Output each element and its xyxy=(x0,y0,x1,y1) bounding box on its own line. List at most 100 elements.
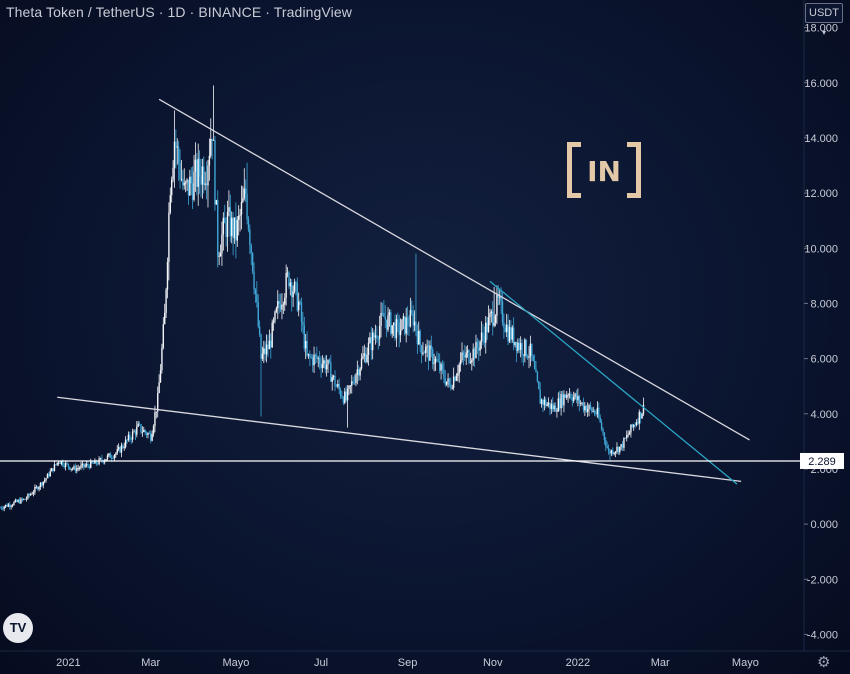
candle-body xyxy=(437,360,439,362)
candle-body xyxy=(228,207,230,212)
gear-icon[interactable]: ⚙ xyxy=(817,654,831,671)
candle-body xyxy=(490,311,493,314)
candle-body xyxy=(436,358,438,361)
candle-body xyxy=(138,423,141,425)
candle-body xyxy=(366,355,368,363)
candle-body xyxy=(337,384,339,387)
candle-body xyxy=(606,446,608,448)
candle-body xyxy=(356,369,359,375)
candle-body xyxy=(473,348,476,359)
candle-body xyxy=(189,176,191,196)
candle-body xyxy=(567,395,569,396)
candle-body xyxy=(328,359,331,363)
candle-body xyxy=(547,402,550,405)
candle-body xyxy=(115,453,117,455)
candle-body xyxy=(244,188,247,195)
candle-body xyxy=(346,389,349,401)
candle-body xyxy=(464,354,466,358)
candle-body xyxy=(42,481,44,486)
x-tick-label: 2021 xyxy=(56,657,80,669)
y-tick-label: -4.000 xyxy=(807,629,838,641)
candle-body xyxy=(334,375,336,387)
candle-body xyxy=(172,167,174,180)
candle-body xyxy=(300,302,303,322)
candle-body xyxy=(279,304,282,310)
candle-body xyxy=(150,433,152,441)
candle-body xyxy=(175,141,177,148)
candle-body xyxy=(584,406,586,411)
candle-body xyxy=(591,407,593,412)
candle-body xyxy=(87,463,89,466)
candle-body xyxy=(250,245,252,254)
candle-body xyxy=(466,350,469,353)
x-axis: 2021 Mar Mayo Jul Sep Nov 2022 Mar Mayo xyxy=(56,657,759,669)
candle-body xyxy=(24,498,26,500)
candle-body xyxy=(43,480,46,482)
candle-body xyxy=(295,281,297,284)
last-price-box xyxy=(800,452,844,469)
candle-body xyxy=(246,194,248,220)
candle-body xyxy=(614,451,617,453)
candle-body xyxy=(370,337,372,351)
candle-body xyxy=(31,493,33,495)
candle-body xyxy=(95,460,98,464)
y-axis: 18.000 16.000 14.000 12.000 10.000 8.000 6.000… xyxy=(804,23,838,641)
candle-body xyxy=(440,364,442,371)
candle-body xyxy=(320,363,322,369)
candle-body xyxy=(605,440,607,447)
candle-body xyxy=(447,378,449,382)
candle-body xyxy=(310,357,312,358)
candle-body xyxy=(284,297,286,305)
chart-title: Theta Token / TetherUS · 1D · BINANCE · … xyxy=(6,4,352,20)
candle-body xyxy=(97,463,99,465)
candle-body xyxy=(159,370,162,383)
chevron-down-icon: ▾ xyxy=(821,28,826,37)
candle-body xyxy=(35,486,37,488)
candle-body xyxy=(494,315,497,323)
candle-body xyxy=(233,217,236,239)
candle-body xyxy=(32,492,35,494)
candle-body xyxy=(559,398,561,409)
candle-body xyxy=(472,348,474,361)
candle-body xyxy=(505,324,508,332)
candle-body xyxy=(314,354,317,356)
candle-body xyxy=(492,311,494,326)
candle-body xyxy=(331,377,333,382)
candle-body xyxy=(560,394,562,409)
candle-body xyxy=(101,458,103,461)
candle-body xyxy=(511,327,513,340)
candle-body xyxy=(48,473,50,477)
tradingview-logo[interactable]: TV xyxy=(3,613,33,643)
candle-body xyxy=(383,312,385,318)
candle-body xyxy=(543,399,546,405)
candle-body xyxy=(177,146,180,163)
y-tick-label: 18.000 xyxy=(804,23,838,35)
candle-body xyxy=(517,342,519,351)
candle-body xyxy=(617,446,620,453)
y-tick-label: 6.000 xyxy=(810,354,838,366)
candle-body xyxy=(224,217,226,224)
candle-body xyxy=(249,229,251,246)
candle-body xyxy=(427,345,430,361)
candle-body xyxy=(25,498,28,500)
currency-selector[interactable]: USDT ▾ xyxy=(805,3,843,37)
candle-body xyxy=(405,317,407,334)
candle-body xyxy=(522,354,525,357)
candle-body xyxy=(429,345,431,361)
candle-body xyxy=(257,302,259,327)
candle-body xyxy=(433,363,435,364)
candle-body xyxy=(398,322,400,336)
candle-body xyxy=(141,431,144,433)
candle-body xyxy=(380,312,382,326)
candles-layer xyxy=(0,85,645,512)
logo-text: IN xyxy=(587,155,621,188)
candle-body xyxy=(17,500,19,502)
candle-body xyxy=(304,340,307,349)
candle-body xyxy=(388,312,391,316)
candle-body xyxy=(157,393,159,412)
candle-body xyxy=(512,327,515,346)
candle-body xyxy=(401,319,403,331)
candle-body xyxy=(510,327,512,340)
candle-body xyxy=(323,360,325,364)
